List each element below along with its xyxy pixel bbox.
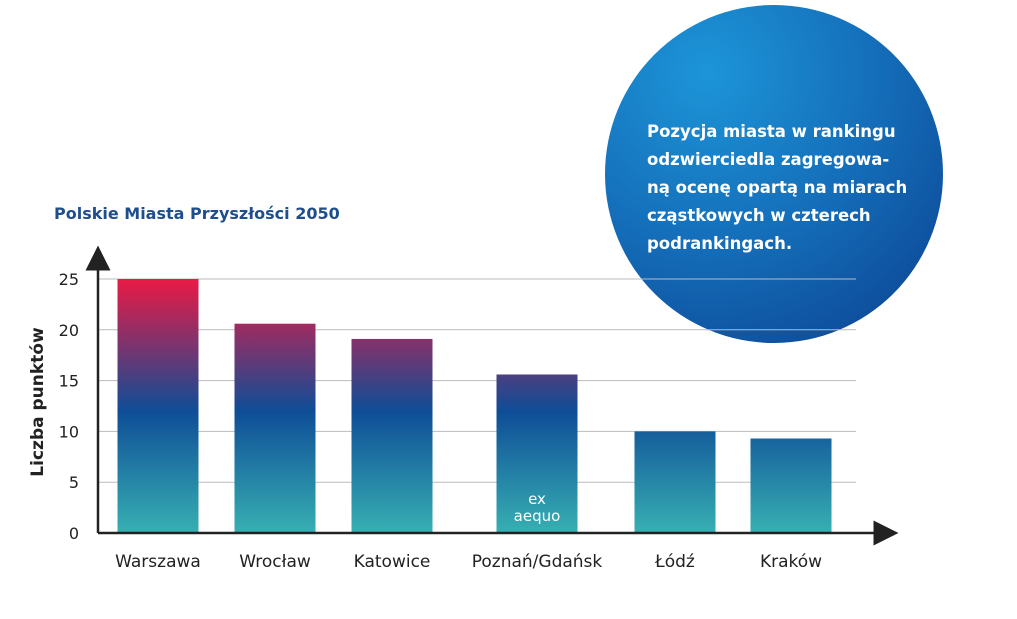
- x-tick-label: Wrocław: [239, 552, 311, 572]
- x-tick-label: Poznań/Gdańsk: [472, 552, 603, 572]
- x-tick-label: Łódź: [654, 552, 695, 572]
- bar: [496, 374, 578, 533]
- x-tick-label: Kraków: [760, 552, 822, 572]
- info-bubble-text: Pozycja miasta w rankingu odzwierciedla …: [647, 122, 908, 253]
- chart-title: Polskie Miasta Przyszłości 2050: [54, 204, 340, 223]
- y-axis-label: Liczba punktów: [28, 327, 48, 477]
- bar-annotation: aequo: [514, 507, 561, 525]
- bar: [117, 279, 199, 533]
- bar: [234, 323, 316, 533]
- info-bubble: [605, 5, 943, 343]
- bar-annotation: ex: [528, 490, 546, 508]
- y-tick-label: 15: [59, 372, 79, 391]
- x-tick-label: Warszawa: [115, 552, 201, 572]
- y-tick-label: 10: [59, 422, 79, 441]
- y-tick-label: 20: [59, 321, 79, 340]
- y-tick-label: 0: [69, 524, 79, 543]
- bar: [351, 338, 433, 533]
- y-tick-label: 5: [69, 473, 79, 492]
- bar: [750, 438, 832, 533]
- bar: [634, 431, 716, 533]
- y-tick-label: 25: [59, 270, 79, 289]
- x-tick-label: Katowice: [354, 552, 431, 572]
